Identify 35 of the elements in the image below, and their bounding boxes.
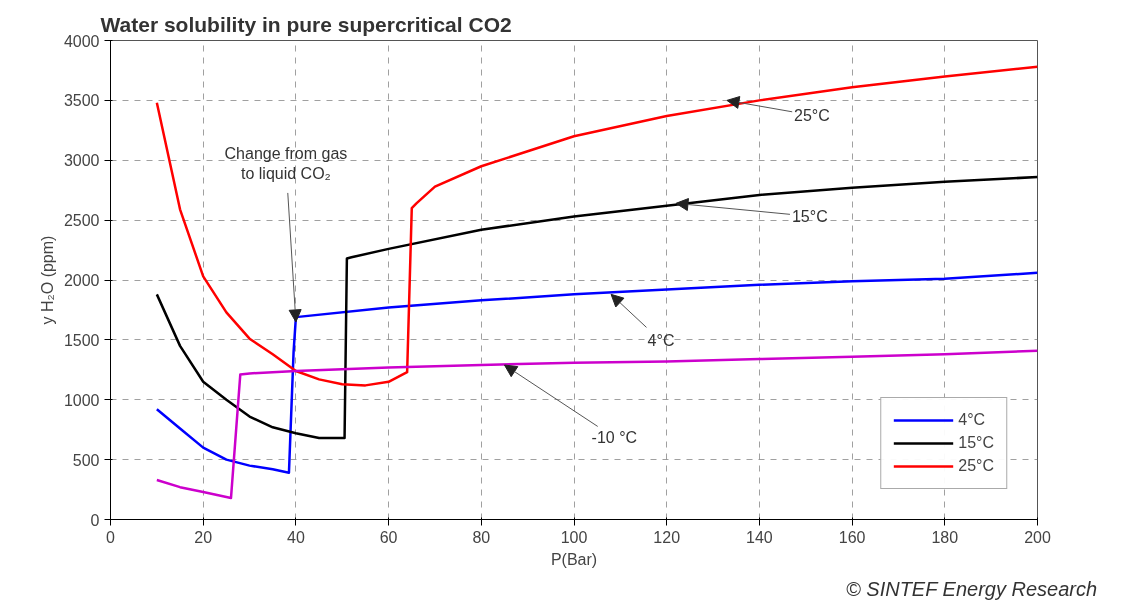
y-tick-label: 1500 (63, 331, 100, 349)
line-series (155, 65, 1038, 387)
x-tick-label: 80 (472, 528, 491, 546)
line-series (155, 349, 1038, 500)
annotation: 4°C (647, 332, 675, 350)
annotation: Change from gas to liquid CO₂ (224, 144, 348, 182)
y-tick-label: 2000 (63, 272, 100, 289)
x-tick-label: 100 (560, 528, 588, 546)
legend-label: 15°C (958, 434, 994, 452)
y-tick-label: 3500 (63, 92, 100, 110)
y-tick-label: 0 (90, 511, 100, 529)
x-tick-label: 60 (379, 528, 398, 546)
x-tick-label: 200 (1024, 528, 1051, 546)
annotation: 15°C (791, 207, 828, 225)
y-tick-label: 2500 (63, 212, 100, 230)
x-tick-label: 0 (106, 528, 116, 546)
x-tick-label: 120 (653, 528, 681, 546)
annotation: -10 °C (591, 428, 638, 446)
y-axis-title: y H₂O (ppm) (38, 235, 56, 325)
legend-label: 4°C (958, 411, 986, 429)
text: © SINTEF Energy Research (846, 577, 1098, 600)
y-tick-label: 1000 (63, 391, 100, 409)
y-tick-label: 3000 (63, 152, 100, 170)
y-tick-label: 4000 (63, 32, 100, 50)
x-tick-label: 180 (931, 528, 959, 546)
annotation: 25°C (793, 106, 830, 124)
y-tick-label: 500 (72, 451, 100, 469)
x-axis-title: P(Bar) (550, 550, 598, 568)
line-series (155, 271, 1038, 475)
x-tick-label: 140 (746, 528, 773, 546)
x-tick-label: 20 (194, 528, 213, 546)
x-tick-label: 40 (287, 528, 305, 546)
legend-label: 25°C (958, 457, 994, 475)
x-tick-label: 160 (838, 528, 866, 546)
chart-title: Water solubility in pure supercritical CO2 (100, 12, 512, 36)
